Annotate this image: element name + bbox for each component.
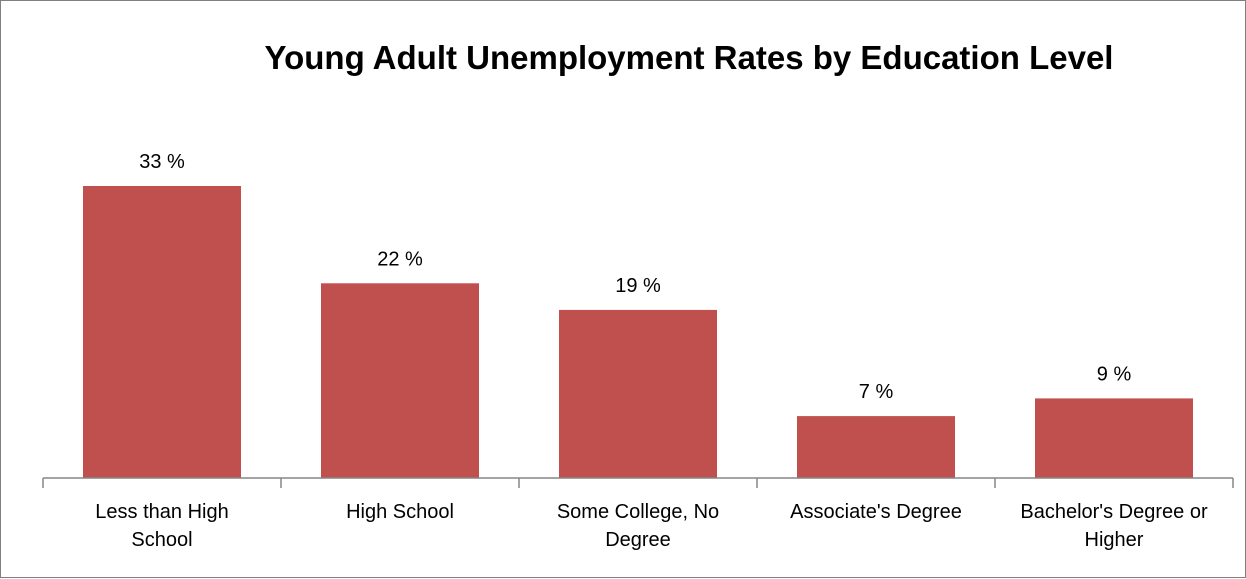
category-label-line: Higher	[1084, 529, 1144, 551]
category-label-line: Associate's Degree	[790, 501, 962, 523]
bar-3	[559, 309, 717, 478]
data-label-5: 9 %	[1097, 363, 1132, 385]
category-label-5: Bachelor's Degree or Higher	[999, 498, 1229, 554]
data-label-1: 33 %	[139, 151, 185, 173]
chart-title: Young Adult Unemployment Rates by Educat…	[264, 39, 1114, 76]
bar-4	[797, 416, 955, 478]
category-label-1: Less than High School	[47, 498, 277, 554]
category-label-line: High School	[346, 501, 454, 523]
category-label-3: Some College, No Degree	[523, 498, 753, 554]
category-label-line: Degree	[605, 529, 671, 551]
category-label-line: Less than High	[95, 501, 229, 523]
data-label-4: 7 %	[859, 381, 894, 403]
data-label-2: 22 %	[377, 248, 423, 270]
bar-1	[83, 186, 241, 478]
data-label-3: 19 %	[615, 275, 661, 297]
category-label-4: Associate's Degree	[761, 498, 991, 526]
bar-5	[1035, 398, 1193, 478]
bar-2	[321, 283, 479, 478]
category-label-2: High School	[285, 498, 515, 526]
category-label-line: Some College, No	[556, 501, 720, 523]
category-label-line: Bachelor's Degree or	[1020, 501, 1208, 523]
category-label-line: School	[131, 529, 193, 551]
